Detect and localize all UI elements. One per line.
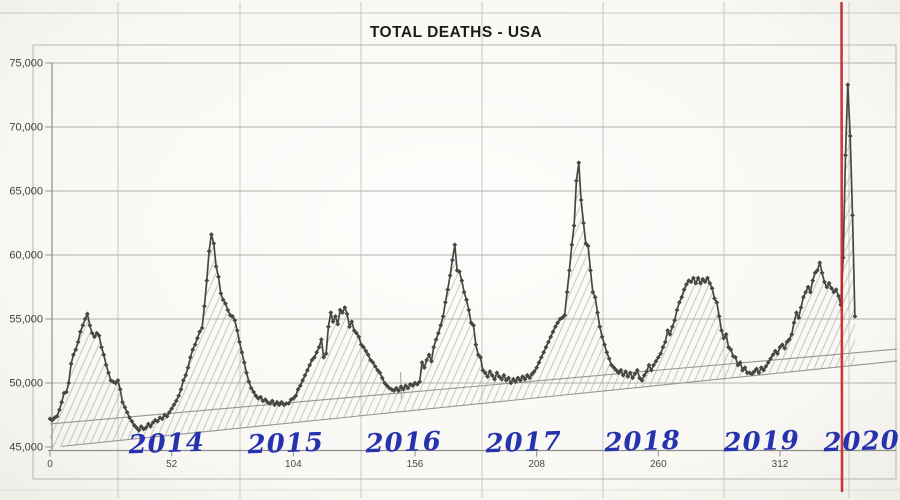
y-tick-label: 50,000: [9, 378, 43, 390]
x-tick-label: 312: [772, 459, 789, 470]
x-tick-label: 260: [650, 459, 667, 470]
x-tick-label: 104: [285, 459, 302, 470]
data-series: [47, 82, 858, 433]
chart-frame: [32, 44, 897, 480]
axis-lines: [48, 63, 896, 452]
year-label-2019: 2019: [722, 426, 800, 459]
x-tick-label: 156: [407, 459, 424, 470]
red-marker-line: [840, 1, 844, 493]
x-tick-label: 52: [166, 459, 178, 470]
year-label-2018: 2018: [603, 426, 681, 459]
x-tick-label: 0: [47, 459, 53, 470]
y-tick-label: 75,000: [9, 58, 43, 70]
y-axis-labels: 75,000 70,000 65,000 60,000 55,000 50,000 45,0…: [9, 58, 52, 454]
year-label-2017: 2017: [484, 427, 562, 460]
year-label-2015: 2015: [246, 428, 324, 461]
hatch-shading: [50, 84, 855, 448]
year-annotations: 2014 2015 2016 2017 2018 2019 2020: [127, 426, 900, 461]
y-tick-label: 45,000: [9, 442, 43, 454]
trend-lines: [49, 348, 898, 447]
y-tick-label: 65,000: [9, 186, 43, 198]
year-label-2016: 2016: [364, 427, 442, 460]
year-label-2020: 2020: [822, 426, 900, 459]
chart-title: TOTAL DEATHS - USA: [370, 24, 542, 41]
y-tick-label: 70,000: [9, 122, 43, 134]
x-axis-labels: 0 52 104 156 208 260 312: [47, 450, 789, 470]
y-tick-label: 60,000: [9, 250, 43, 262]
x-tick-label: 208: [528, 459, 545, 470]
y-gridlines: [52, 62, 896, 384]
y-tick-label: 55,000: [9, 314, 43, 326]
year-label-2014: 2014: [127, 428, 205, 461]
